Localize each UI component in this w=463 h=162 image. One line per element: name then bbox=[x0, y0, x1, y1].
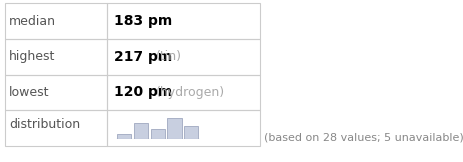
Text: distribution: distribution bbox=[9, 118, 80, 131]
Text: 183 pm: 183 pm bbox=[113, 14, 172, 28]
Text: highest: highest bbox=[9, 50, 56, 63]
Text: lowest: lowest bbox=[9, 86, 50, 99]
Text: (hydrogen): (hydrogen) bbox=[155, 86, 224, 99]
Text: 217 pm: 217 pm bbox=[113, 50, 172, 64]
Bar bbox=[134, 123, 148, 139]
Text: (tin): (tin) bbox=[155, 50, 181, 63]
Text: 120 pm: 120 pm bbox=[113, 85, 172, 99]
Bar bbox=[167, 118, 181, 139]
Text: median: median bbox=[9, 15, 56, 28]
Bar bbox=[184, 126, 198, 139]
Text: (based on 28 values; 5 unavailable): (based on 28 values; 5 unavailable) bbox=[264, 133, 463, 143]
Bar bbox=[117, 134, 131, 139]
Bar bbox=[150, 128, 164, 139]
